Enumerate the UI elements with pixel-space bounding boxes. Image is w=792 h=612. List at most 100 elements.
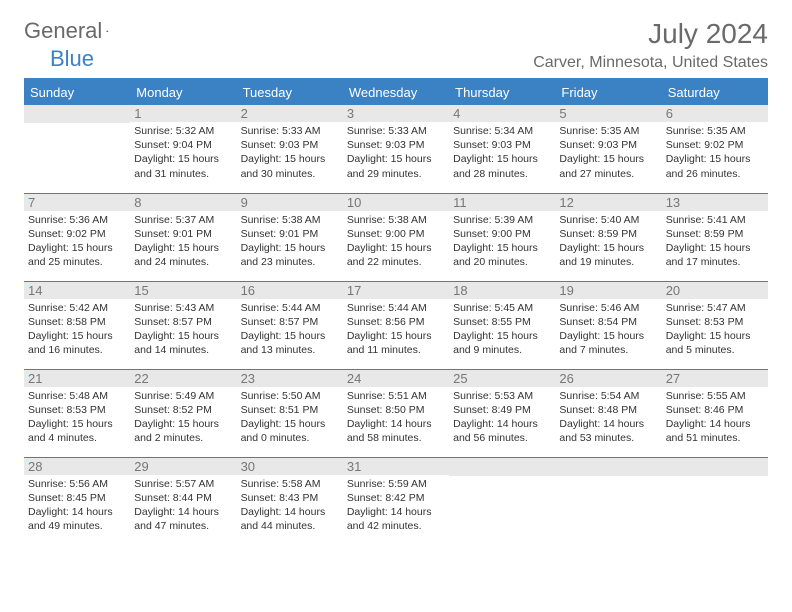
sunrise-text: Sunrise: 5:47 AM bbox=[666, 301, 764, 315]
calendar-cell: 19Sunrise: 5:46 AMSunset: 8:54 PMDayligh… bbox=[555, 281, 661, 369]
calendar-cell: 4Sunrise: 5:34 AMSunset: 9:03 PMDaylight… bbox=[449, 105, 555, 193]
daylight-text-2: and 25 minutes. bbox=[28, 255, 126, 269]
day-number: 20 bbox=[662, 282, 768, 299]
sunset-text: Sunset: 8:57 PM bbox=[241, 315, 339, 329]
calendar-cell: 3Sunrise: 5:33 AMSunset: 9:03 PMDaylight… bbox=[343, 105, 449, 193]
day-number: 30 bbox=[237, 458, 343, 475]
day-number: 9 bbox=[237, 194, 343, 211]
calendar-cell: 25Sunrise: 5:53 AMSunset: 8:49 PMDayligh… bbox=[449, 369, 555, 457]
sunrise-text: Sunrise: 5:46 AM bbox=[559, 301, 657, 315]
empty-day-header bbox=[555, 458, 661, 476]
daylight-text-2: and 0 minutes. bbox=[241, 431, 339, 445]
daylight-text-1: Daylight: 15 hours bbox=[453, 241, 551, 255]
daylight-text-2: and 51 minutes. bbox=[666, 431, 764, 445]
sunset-text: Sunset: 8:44 PM bbox=[134, 491, 232, 505]
day-info: Sunrise: 5:46 AMSunset: 8:54 PMDaylight:… bbox=[559, 301, 657, 358]
sunset-text: Sunset: 8:53 PM bbox=[666, 315, 764, 329]
sunrise-text: Sunrise: 5:33 AM bbox=[241, 124, 339, 138]
sunset-text: Sunset: 8:58 PM bbox=[28, 315, 126, 329]
sunrise-text: Sunrise: 5:32 AM bbox=[134, 124, 232, 138]
daylight-text-1: Daylight: 15 hours bbox=[666, 329, 764, 343]
daylight-text-2: and 20 minutes. bbox=[453, 255, 551, 269]
day-number: 31 bbox=[343, 458, 449, 475]
sunset-text: Sunset: 9:03 PM bbox=[559, 138, 657, 152]
calendar-cell: 8Sunrise: 5:37 AMSunset: 9:01 PMDaylight… bbox=[130, 193, 236, 281]
daylight-text-2: and 58 minutes. bbox=[347, 431, 445, 445]
col-header: Thursday bbox=[449, 80, 555, 105]
day-number: 5 bbox=[555, 105, 661, 122]
sunrise-text: Sunrise: 5:40 AM bbox=[559, 213, 657, 227]
day-info: Sunrise: 5:39 AMSunset: 9:00 PMDaylight:… bbox=[453, 213, 551, 270]
day-info: Sunrise: 5:57 AMSunset: 8:44 PMDaylight:… bbox=[134, 477, 232, 534]
calendar-cell: 21Sunrise: 5:48 AMSunset: 8:53 PMDayligh… bbox=[24, 369, 130, 457]
daylight-text-2: and 30 minutes. bbox=[241, 167, 339, 181]
daylight-text-2: and 53 minutes. bbox=[559, 431, 657, 445]
day-info: Sunrise: 5:55 AMSunset: 8:46 PMDaylight:… bbox=[666, 389, 764, 446]
sunset-text: Sunset: 9:04 PM bbox=[134, 138, 232, 152]
col-header: Friday bbox=[555, 80, 661, 105]
daylight-text-2: and 26 minutes. bbox=[666, 167, 764, 181]
sunrise-text: Sunrise: 5:44 AM bbox=[347, 301, 445, 315]
daylight-text-1: Daylight: 15 hours bbox=[28, 329, 126, 343]
day-info: Sunrise: 5:51 AMSunset: 8:50 PMDaylight:… bbox=[347, 389, 445, 446]
daylight-text-1: Daylight: 15 hours bbox=[241, 417, 339, 431]
day-number: 28 bbox=[24, 458, 130, 475]
sunset-text: Sunset: 9:01 PM bbox=[241, 227, 339, 241]
calendar-cell: 6Sunrise: 5:35 AMSunset: 9:02 PMDaylight… bbox=[662, 105, 768, 193]
sunrise-text: Sunrise: 5:43 AM bbox=[134, 301, 232, 315]
day-info: Sunrise: 5:54 AMSunset: 8:48 PMDaylight:… bbox=[559, 389, 657, 446]
calendar-row: 28Sunrise: 5:56 AMSunset: 8:45 PMDayligh… bbox=[24, 457, 768, 545]
calendar-cell: 9 Sunrise: 5:38 AMSunset: 9:01 PMDaylight… bbox=[237, 193, 343, 281]
sunset-text: Sunset: 8:55 PM bbox=[453, 315, 551, 329]
daylight-text-2: and 49 minutes. bbox=[28, 519, 126, 533]
day-info: Sunrise: 5:33 AMSunset: 9:03 PMDaylight:… bbox=[241, 124, 339, 181]
day-info: Sunrise: 5:38 AMSunset: 9:01 PMDaylight:… bbox=[241, 213, 339, 270]
calendar-cell: 7Sunrise: 5:36 AMSunset: 9:02 PMDaylight… bbox=[24, 193, 130, 281]
daylight-text-2: and 27 minutes. bbox=[559, 167, 657, 181]
sunrise-text: Sunrise: 5:35 AM bbox=[666, 124, 764, 138]
logo-text-a: General bbox=[24, 18, 102, 44]
day-info: Sunrise: 5:43 AMSunset: 8:57 PMDaylight:… bbox=[134, 301, 232, 358]
daylight-text-1: Daylight: 15 hours bbox=[347, 152, 445, 166]
location-title: Carver, Minnesota, United States bbox=[533, 54, 768, 72]
daylight-text-2: and 42 minutes. bbox=[347, 519, 445, 533]
daylight-text-2: and 31 minutes. bbox=[134, 167, 232, 181]
calendar-cell: 31 Sunrise: 5:59 AMSunset: 8:42 PMDayligh… bbox=[343, 457, 449, 545]
col-header: Saturday bbox=[662, 80, 768, 105]
sunset-text: Sunset: 8:46 PM bbox=[666, 403, 764, 417]
calendar-cell: 22Sunrise: 5:49 AMSunset: 8:52 PMDayligh… bbox=[130, 369, 236, 457]
sunset-text: Sunset: 9:03 PM bbox=[241, 138, 339, 152]
daylight-text-2: and 28 minutes. bbox=[453, 167, 551, 181]
day-number: 2 bbox=[237, 105, 343, 122]
day-number: 14 bbox=[24, 282, 130, 299]
day-info: Sunrise: 5:42 AMSunset: 8:58 PMDaylight:… bbox=[28, 301, 126, 358]
daylight-text-2: and 11 minutes. bbox=[347, 343, 445, 357]
sunset-text: Sunset: 8:59 PM bbox=[559, 227, 657, 241]
day-number: 11 bbox=[449, 194, 555, 211]
day-info: Sunrise: 5:34 AMSunset: 9:03 PMDaylight:… bbox=[453, 124, 551, 181]
day-number: 22 bbox=[130, 370, 236, 387]
day-info: Sunrise: 5:53 AMSunset: 8:49 PMDaylight:… bbox=[453, 389, 551, 446]
sunrise-text: Sunrise: 5:50 AM bbox=[241, 389, 339, 403]
sunrise-text: Sunrise: 5:55 AM bbox=[666, 389, 764, 403]
empty-day-header bbox=[24, 105, 130, 123]
logo-line2: Blue bbox=[24, 46, 94, 72]
calendar-cell: 1Sunrise: 5:32 AMSunset: 9:04 PMDaylight… bbox=[130, 105, 236, 193]
daylight-text-2: and 7 minutes. bbox=[559, 343, 657, 357]
daylight-text-1: Daylight: 15 hours bbox=[559, 152, 657, 166]
day-info: Sunrise: 5:59 AMSunset: 8:42 PMDaylight:… bbox=[347, 477, 445, 534]
logo-text-b: Blue bbox=[50, 46, 94, 72]
calendar-cell: 12Sunrise: 5:40 AMSunset: 8:59 PMDayligh… bbox=[555, 193, 661, 281]
daylight-text-1: Daylight: 15 hours bbox=[453, 329, 551, 343]
calendar-cell bbox=[555, 457, 661, 545]
daylight-text-1: Daylight: 15 hours bbox=[134, 241, 232, 255]
day-number: 7 bbox=[24, 194, 130, 211]
daylight-text-1: Daylight: 14 hours bbox=[241, 505, 339, 519]
sunset-text: Sunset: 8:48 PM bbox=[559, 403, 657, 417]
sunset-text: Sunset: 8:49 PM bbox=[453, 403, 551, 417]
day-number: 24 bbox=[343, 370, 449, 387]
day-number: 10 bbox=[343, 194, 449, 211]
col-header: Monday bbox=[130, 80, 236, 105]
sunset-text: Sunset: 8:59 PM bbox=[666, 227, 764, 241]
calendar-cell: 27Sunrise: 5:55 AMSunset: 8:46 PMDayligh… bbox=[662, 369, 768, 457]
